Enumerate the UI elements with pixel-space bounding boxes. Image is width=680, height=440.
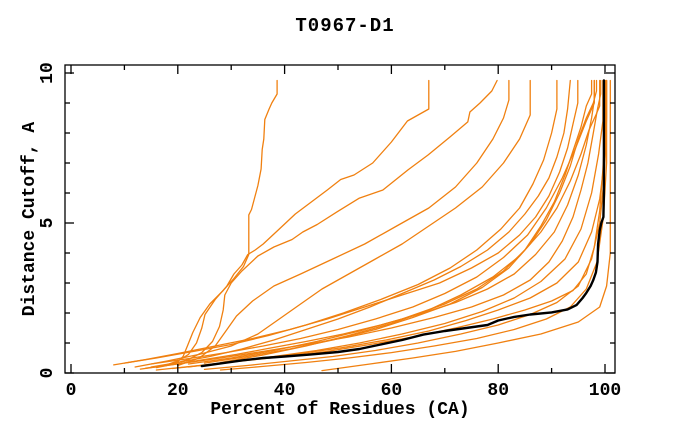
x-tick-label: 40	[274, 381, 296, 401]
model-14-curve	[219, 79, 608, 371]
plot-border	[64, 64, 616, 374]
model-05-curve	[113, 79, 579, 366]
model-curves-group	[113, 79, 611, 372]
model-04-curve	[150, 79, 571, 368]
x-tick-label: 20	[167, 381, 189, 401]
model-02-curve	[163, 79, 430, 367]
y-tick-label: 10	[38, 62, 58, 84]
model-13-curve	[203, 79, 607, 371]
model-19-curve	[150, 79, 595, 365]
model-01-curve	[155, 79, 278, 369]
model-15-curve	[321, 79, 611, 372]
axis-ticks-group	[65, 65, 615, 374]
model-17-curve	[134, 79, 531, 368]
model-09-curve	[139, 79, 602, 370]
model-18-curve	[177, 79, 510, 367]
x-axis-label: Percent of Residues (CA)	[210, 400, 469, 420]
plot-title: T0967-D1	[295, 15, 394, 37]
y-axis-label: Distance Cutoff, A	[20, 122, 40, 317]
model-03-curve	[171, 79, 498, 365]
x-tick-label: 100	[589, 381, 621, 401]
x-tick-label: 60	[381, 381, 403, 401]
model-16-curve	[123, 79, 558, 364]
model-20-curve	[145, 79, 595, 369]
y-tick-label: 5	[38, 218, 58, 229]
plot-frame-group	[64, 64, 616, 374]
model-12-curve	[187, 79, 604, 368]
x-tick-label: 80	[487, 381, 509, 401]
y-tick-label: 0	[38, 368, 58, 379]
tick-labels-group: 0 20 40 60 80 100 0 5 10	[38, 62, 621, 401]
best-model-curve	[200, 79, 606, 368]
x-tick-label: 0	[66, 381, 77, 401]
